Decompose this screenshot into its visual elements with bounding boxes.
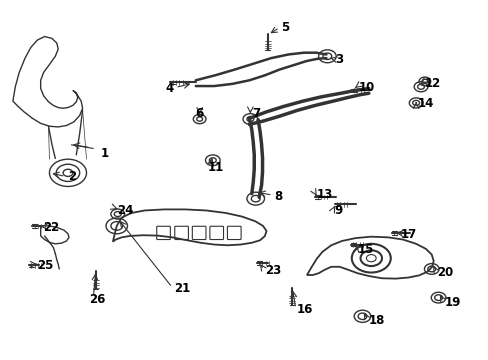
- Text: 6: 6: [195, 107, 203, 120]
- Text: 9: 9: [334, 204, 342, 217]
- Text: 18: 18: [368, 314, 385, 327]
- Text: 25: 25: [37, 259, 54, 272]
- Text: 21: 21: [173, 282, 190, 295]
- Text: 13: 13: [316, 188, 332, 201]
- Text: 11: 11: [207, 161, 224, 174]
- Text: 14: 14: [417, 98, 433, 111]
- Text: 15: 15: [357, 243, 374, 256]
- Text: 23: 23: [264, 264, 281, 277]
- Text: 20: 20: [436, 266, 452, 279]
- Text: 4: 4: [165, 82, 173, 95]
- Text: 24: 24: [117, 204, 133, 217]
- Text: 10: 10: [358, 81, 375, 94]
- Text: 3: 3: [334, 53, 342, 66]
- Text: 5: 5: [281, 21, 289, 34]
- Text: 16: 16: [297, 303, 313, 316]
- Text: 7: 7: [251, 107, 260, 120]
- Text: 17: 17: [400, 228, 416, 241]
- Text: 2: 2: [68, 170, 76, 183]
- Text: 12: 12: [424, 77, 440, 90]
- Text: 26: 26: [89, 293, 105, 306]
- Text: 8: 8: [273, 190, 282, 203]
- Text: 19: 19: [444, 296, 460, 309]
- Text: 1: 1: [101, 147, 108, 159]
- Text: 22: 22: [43, 221, 60, 234]
